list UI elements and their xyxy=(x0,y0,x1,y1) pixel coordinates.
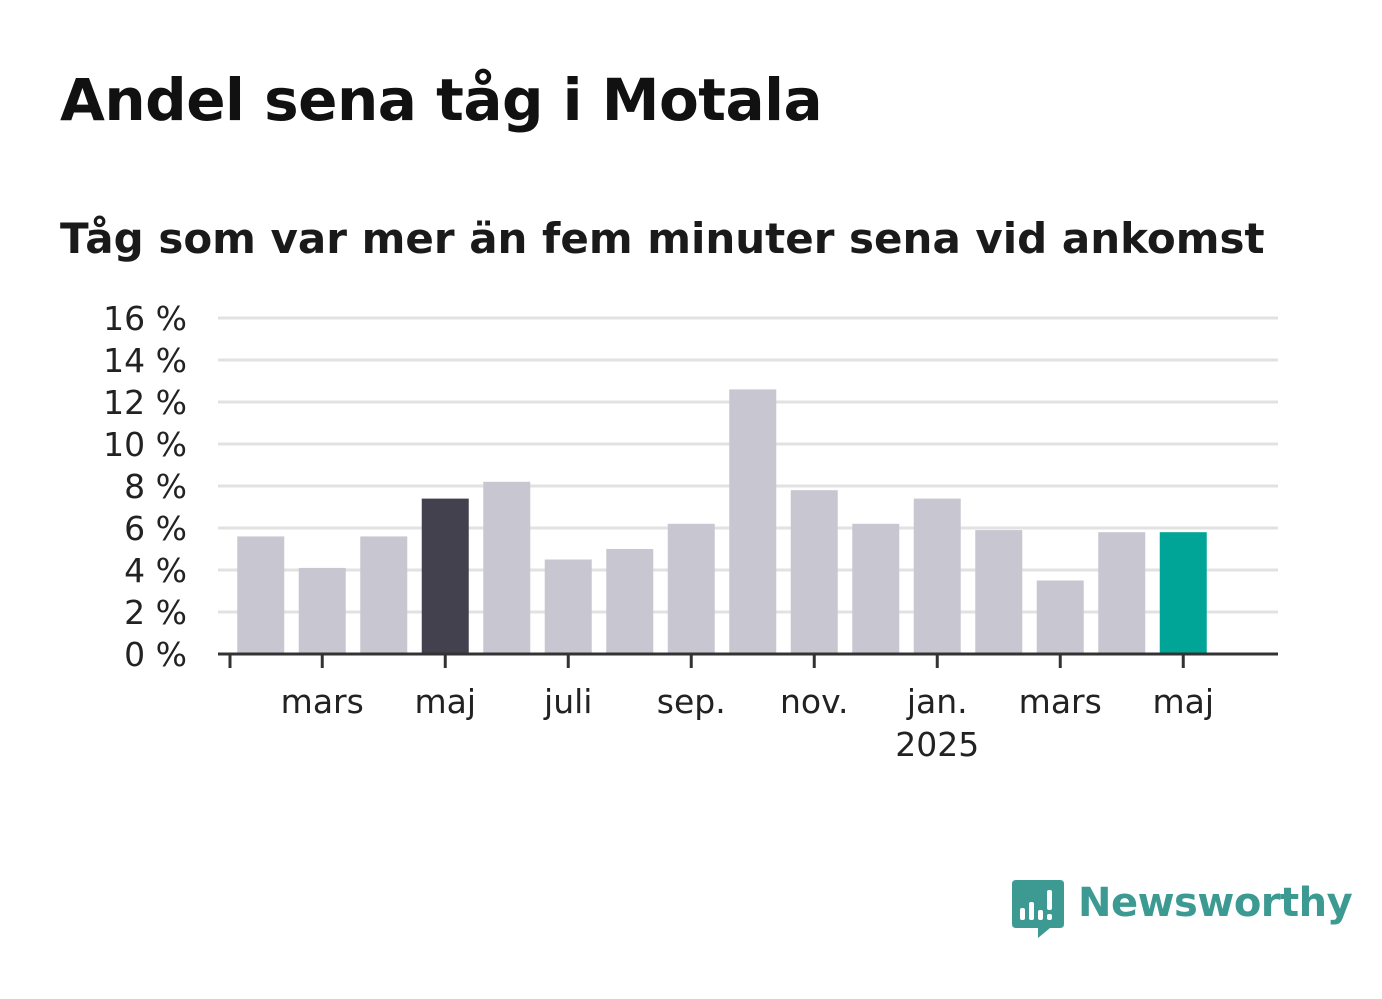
bar xyxy=(852,523,900,654)
y-tick-label: 0 % xyxy=(124,635,187,674)
bar xyxy=(1036,580,1084,654)
bar xyxy=(975,530,1023,654)
newsworthy-chart-bubble-icon xyxy=(1012,880,1064,938)
y-tick-label: 10 % xyxy=(103,425,187,464)
y-tick-label: 4 % xyxy=(124,551,187,590)
brand-name: Newsworthy xyxy=(1078,880,1353,926)
y-tick-label: 12 % xyxy=(103,383,187,422)
bar xyxy=(913,498,961,654)
y-tick-label: 8 % xyxy=(124,467,187,506)
bar xyxy=(483,481,531,654)
bar xyxy=(790,490,838,654)
y-tick-label: 16 % xyxy=(103,299,187,338)
bar xyxy=(729,389,777,654)
x-axis xyxy=(218,652,1278,668)
bar xyxy=(1159,532,1207,654)
x-tick-label: maj xyxy=(1152,682,1214,721)
bar xyxy=(360,536,408,654)
x-tick-label: sep. xyxy=(657,682,726,721)
chart-subtitle: Tåg som var mer än fem minuter sena vid … xyxy=(60,214,1265,263)
y-tick-label: 6 % xyxy=(124,509,187,548)
bar xyxy=(237,536,285,654)
newsworthy-logo: Newsworthy xyxy=(1010,878,1353,942)
x-tick-label: jan. xyxy=(906,682,968,721)
chart-title: Andel sena tåg i Motala xyxy=(60,66,823,134)
bar xyxy=(667,523,715,654)
x-tick-label: mars xyxy=(1019,682,1102,721)
x-tick-sublabel: 2025 xyxy=(895,725,979,764)
bar xyxy=(606,549,654,654)
bar xyxy=(298,567,346,654)
x-axis-tick-labels: mars maj juli sep. nov. jan. 2025 mars maj xyxy=(281,682,1214,764)
y-axis-tick-labels: 0 %2 %4 %6 %8 %10 %12 %14 %16 % xyxy=(103,299,187,674)
bar xyxy=(1098,532,1146,654)
bar xyxy=(544,559,592,654)
y-tick-label: 14 % xyxy=(103,341,187,380)
x-tick-label: maj xyxy=(414,682,476,721)
bars xyxy=(237,389,1207,654)
x-tick-label: nov. xyxy=(780,682,849,721)
x-tick-label: juli xyxy=(543,682,592,721)
y-tick-label: 2 % xyxy=(124,593,187,632)
bar xyxy=(421,498,469,654)
x-tick-label: mars xyxy=(281,682,364,721)
